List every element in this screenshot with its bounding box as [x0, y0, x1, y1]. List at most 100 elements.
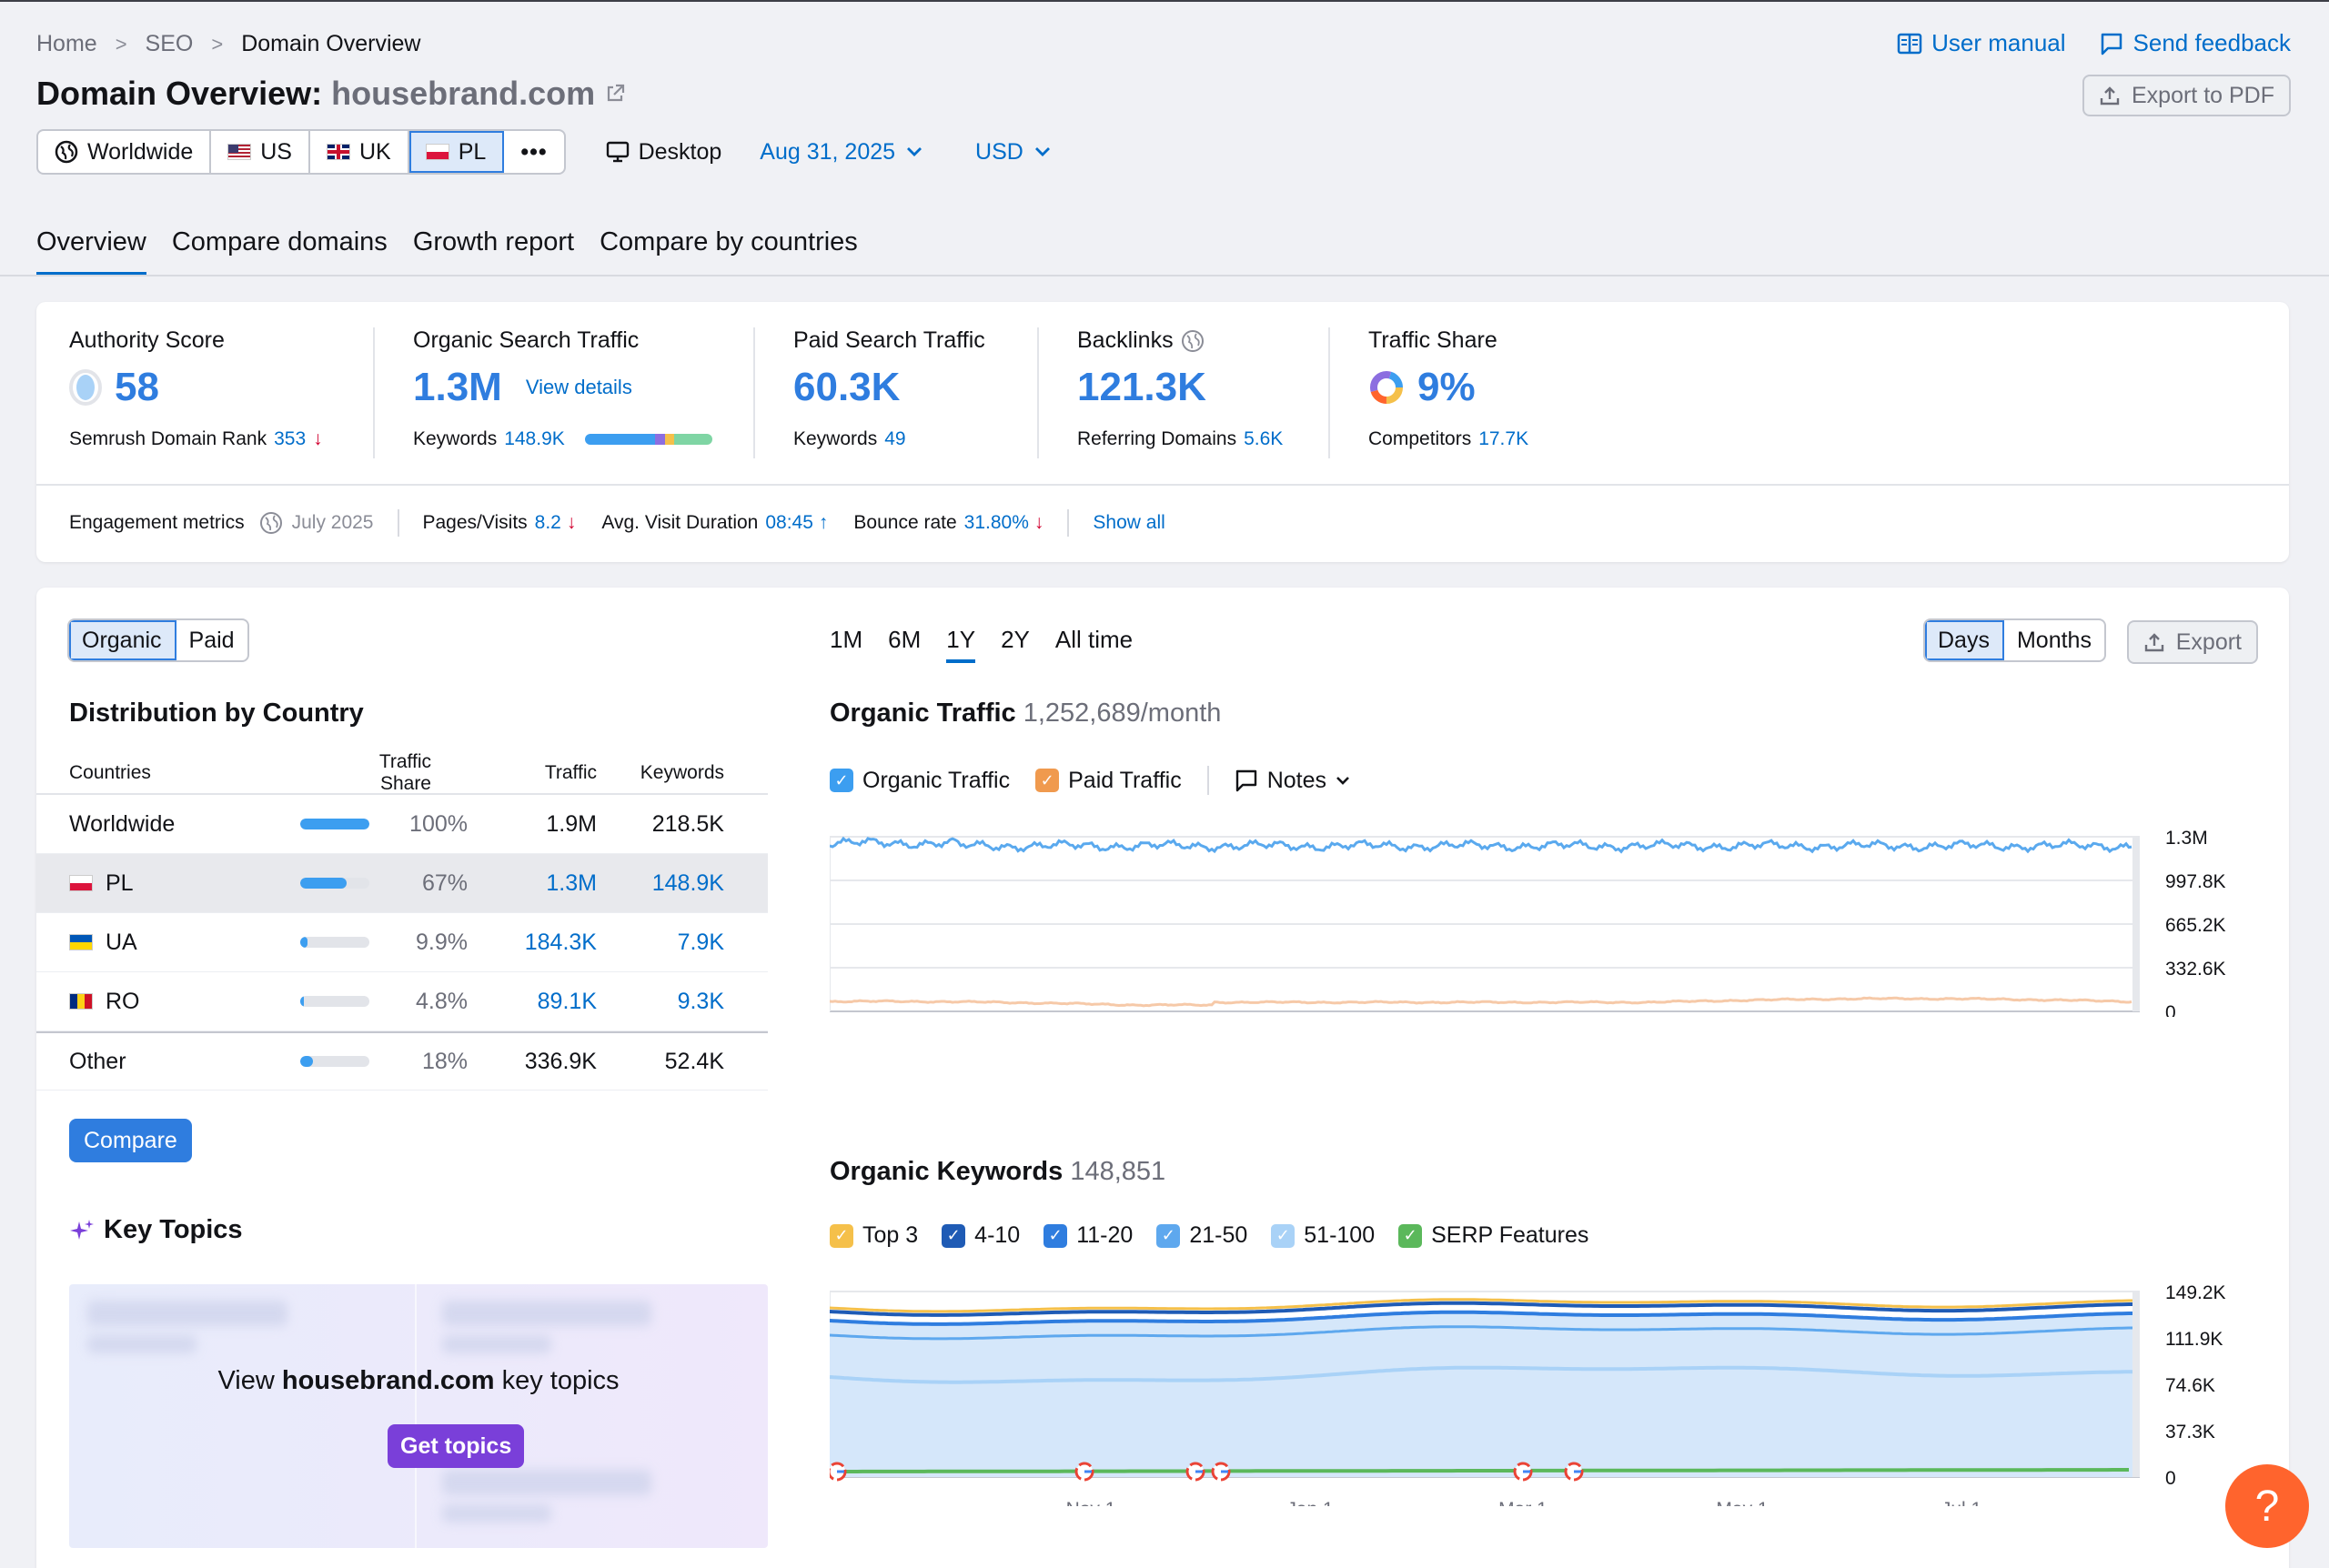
globe-icon	[1181, 329, 1204, 352]
breadcrumb-home[interactable]: Home	[36, 31, 97, 56]
traffic-share-value[interactable]: 9%	[1417, 365, 1476, 409]
country-name: PL	[36, 870, 300, 897]
legend-4-10[interactable]: ✓ 4-10	[942, 1222, 1020, 1249]
donut-chart-icon	[1370, 371, 1403, 404]
months-button[interactable]: Months	[2016, 627, 2092, 653]
col-keywords: Keywords	[640, 762, 724, 783]
compare-button[interactable]: Compare	[69, 1119, 192, 1162]
sparkle-icon	[70, 1219, 94, 1240]
country-table-header: Countries Traffic Share Traffic Keywords	[36, 751, 768, 795]
keywords-chart-x-tick: May 1	[1716, 1499, 1768, 1506]
more-databases-button[interactable]: •••	[504, 131, 563, 173]
country-row-pl[interactable]: PL 67% 1.3M 148.9K	[36, 854, 768, 913]
keywords-value[interactable]: 148.9K	[651, 869, 724, 896]
metric-divider	[753, 327, 755, 458]
upload-icon	[2144, 633, 2163, 652]
country-row-ro[interactable]: RO 4.8% 89.1K 9.3K	[36, 972, 768, 1031]
country-table: Countries Traffic Share Traffic Keywords…	[36, 751, 768, 1091]
traffic-value[interactable]: 89.1K	[537, 988, 597, 1014]
db-uk-button[interactable]: UK	[310, 131, 409, 173]
traffic-share-label: Traffic Share	[1368, 327, 1497, 353]
legend-51-100[interactable]: ✓ 51-100	[1271, 1222, 1375, 1249]
google-update-icon[interactable]	[1185, 1462, 1205, 1482]
authority-score-value[interactable]: 58	[115, 365, 159, 409]
range-1m[interactable]: 1M	[830, 626, 863, 653]
tab-overview[interactable]: Overview	[36, 227, 146, 276]
title-domain[interactable]: housebrand.com	[331, 75, 596, 112]
db-us-button[interactable]: US	[211, 131, 310, 173]
legend-top-3[interactable]: ✓ Top 3	[830, 1222, 918, 1249]
traffic-value[interactable]: 1.3M	[546, 869, 597, 896]
google-update-icon[interactable]	[1513, 1462, 1533, 1482]
google-update-icon[interactable]	[1564, 1462, 1584, 1482]
export-button[interactable]: Export	[2126, 620, 2258, 664]
traffic-share-bar-fill	[300, 996, 304, 1007]
keywords-value: 52.4K	[664, 1048, 724, 1074]
range-1y[interactable]: 1Y	[946, 626, 976, 663]
page-title: Domain Overview: housebrand.com	[36, 75, 626, 113]
legend-11-20[interactable]: ✓ 11-20	[1044, 1222, 1133, 1249]
show-all-link[interactable]: Show all	[1093, 512, 1165, 533]
keywords-value[interactable]: 7.9K	[677, 929, 724, 955]
google-update-icon[interactable]	[830, 1462, 847, 1482]
arrow-down-icon: ↓	[566, 512, 577, 533]
competitors-value[interactable]: 17.7K	[1478, 428, 1529, 449]
country-row-worldwide[interactable]: Worldwide 100% 1.9M 218.5K	[36, 795, 768, 854]
paid-traffic-value[interactable]: 60.3K	[793, 365, 901, 409]
legend-paid-traffic-label: Paid Traffic	[1068, 767, 1182, 793]
range-6m[interactable]: 6M	[888, 626, 922, 653]
book-icon	[1897, 33, 1922, 54]
organic-toggle-button[interactable]: Organic	[69, 620, 176, 660]
keywords-value[interactable]: 9.3K	[677, 988, 724, 1014]
db-worldwide-button[interactable]: Worldwide	[38, 131, 212, 173]
range-all-time[interactable]: All time	[1054, 626, 1134, 653]
traffic-value[interactable]: 184.3K	[524, 929, 597, 955]
database-selector: Worldwide US UK PL •••	[36, 129, 566, 175]
organic-traffic-value[interactable]: 1.3M	[413, 365, 502, 409]
organic-keywords-chart[interactable]: 149.2K 111.9K 74.6K 37.3K 0 Nov 1 Jan 1 Mar 1 Ma…	[830, 1281, 2249, 1506]
device-selector[interactable]: Desktop	[606, 139, 721, 166]
google-update-icon[interactable]	[1074, 1462, 1094, 1482]
country-row-other[interactable]: Other 18% 336.9K 52.4K	[36, 1031, 768, 1091]
traffic-chart-legend: ✓ Organic Traffic ✓ Paid Traffic Notes	[830, 766, 1350, 795]
legend-serp-features[interactable]: ✓ SERP Features	[1398, 1222, 1588, 1249]
keywords-chart-y-tick: 149.2K	[2165, 1282, 2226, 1303]
paid-keywords-label: Keywords	[793, 428, 878, 449]
breadcrumb-seo[interactable]: SEO	[145, 31, 194, 56]
tab-growth-report[interactable]: Growth report	[412, 227, 575, 256]
blurred-topic	[442, 1504, 551, 1523]
send-feedback-link[interactable]: Send feedback	[2099, 29, 2291, 57]
date-selector[interactable]: Aug 31, 2025	[760, 139, 923, 166]
notes-dropdown[interactable]: Notes	[1235, 768, 1350, 794]
tab-compare-domains[interactable]: Compare domains	[171, 227, 388, 256]
user-manual-link[interactable]: User manual	[1897, 29, 2066, 57]
traffic-share-bar	[300, 878, 373, 889]
organic-keywords-value[interactable]: 148.9K	[504, 428, 565, 449]
external-link-icon[interactable]	[604, 83, 626, 105]
export-pdf-button[interactable]: Export to PDF	[2082, 75, 2291, 116]
days-button[interactable]: Days	[1925, 620, 2004, 660]
get-topics-button[interactable]: Get topics	[388, 1424, 525, 1468]
legend-21-50[interactable]: ✓ 21-50	[1156, 1222, 1247, 1249]
range-2y[interactable]: 2Y	[1001, 626, 1030, 653]
send-feedback-label: Send feedback	[2132, 29, 2291, 56]
legend-paid-traffic[interactable]: ✓ Paid Traffic	[1035, 768, 1182, 794]
help-button[interactable]: ?	[2225, 1464, 2309, 1548]
paid-keywords-value[interactable]: 49	[884, 428, 906, 449]
visit-duration-label: Avg. Visit Duration	[601, 512, 759, 533]
referring-domains-value[interactable]: 5.6K	[1244, 428, 1284, 449]
globe-icon	[55, 140, 78, 164]
domain-rank-value[interactable]: 353	[274, 428, 307, 449]
traffic-chart-y-tick: 665.2K	[2165, 915, 2226, 936]
view-details-link[interactable]: View details	[525, 376, 632, 398]
google-update-icon[interactable]	[1211, 1462, 1231, 1482]
currency-selector[interactable]: USD	[975, 139, 1051, 166]
country-row-ua[interactable]: UA 9.9% 184.3K 7.9K	[36, 913, 768, 972]
paid-toggle-button[interactable]: Paid	[188, 627, 235, 653]
tab-compare-by-countries[interactable]: Compare by countries	[600, 227, 858, 256]
checkbox-checked-icon: ✓	[1271, 1223, 1296, 1248]
db-pl-button[interactable]: PL	[408, 131, 505, 173]
legend-organic-traffic[interactable]: ✓ Organic Traffic	[830, 768, 1010, 794]
backlinks-value[interactable]: 121.3K	[1077, 365, 1206, 409]
